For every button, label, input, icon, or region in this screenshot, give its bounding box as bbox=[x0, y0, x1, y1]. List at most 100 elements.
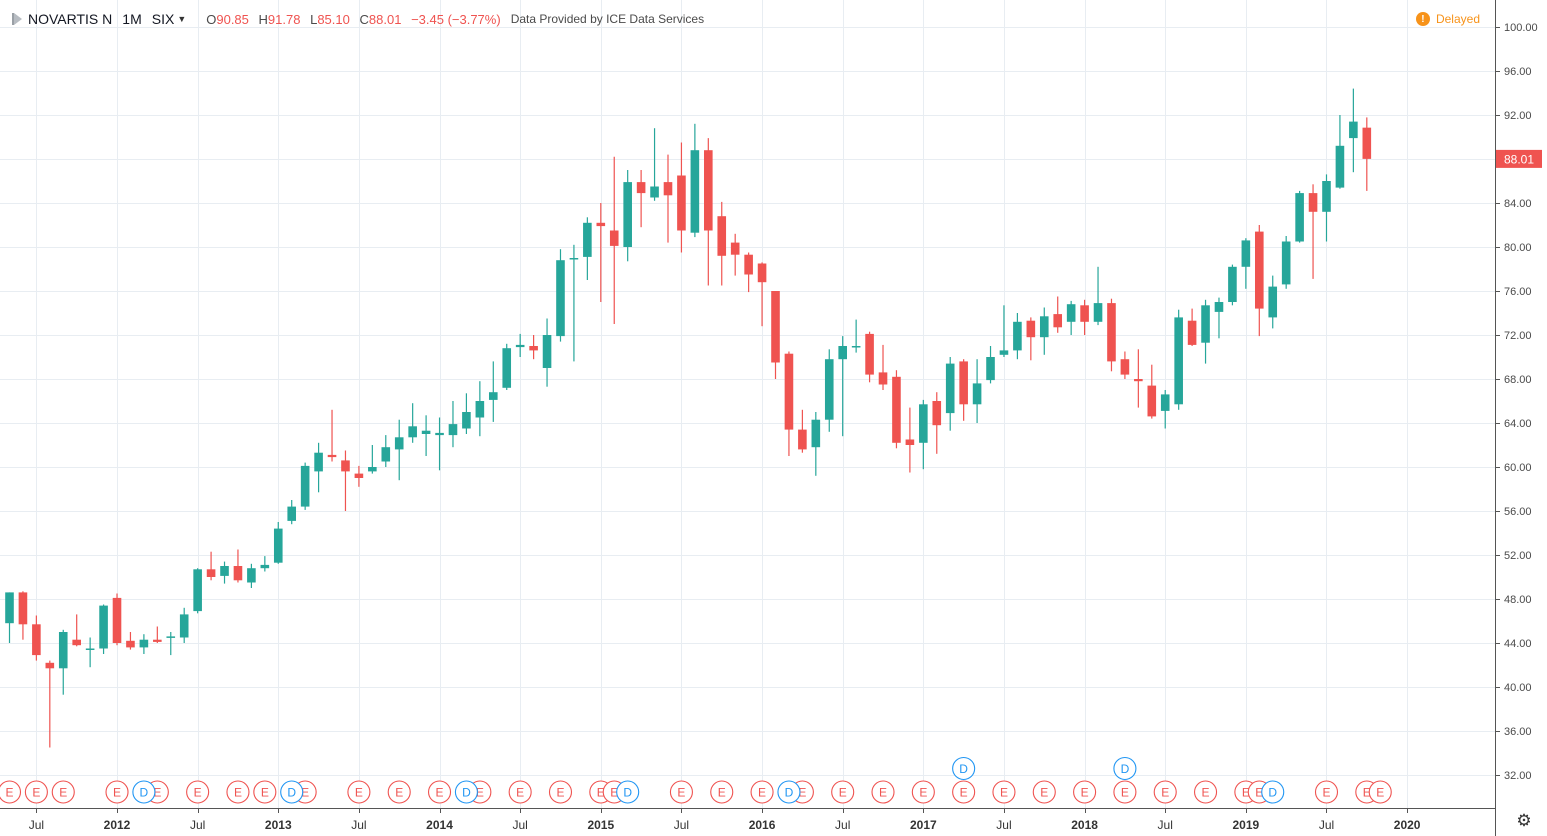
dividend-marker: D bbox=[454, 780, 478, 804]
interval-label[interactable]: 1M bbox=[122, 11, 142, 27]
earnings-marker-label: E bbox=[301, 786, 309, 800]
price-tick-label: 48.00 bbox=[1504, 594, 1532, 606]
candle bbox=[623, 170, 632, 262]
candle-body bbox=[1241, 240, 1251, 267]
earnings-marker-circle bbox=[710, 780, 734, 804]
candle bbox=[5, 592, 14, 643]
dividend-marker: D bbox=[132, 780, 156, 804]
candle-body bbox=[368, 467, 377, 472]
price-tick-label: 44.00 bbox=[1504, 638, 1532, 650]
dividend-marker-label: D bbox=[287, 786, 296, 800]
candle bbox=[636, 170, 646, 228]
gear-icon[interactable]: ⚙ bbox=[1516, 811, 1532, 830]
time-tick-label: 2015 bbox=[587, 818, 614, 832]
earnings-marker: E bbox=[186, 780, 210, 804]
candle-body bbox=[153, 639, 162, 642]
candle-body bbox=[1308, 193, 1318, 212]
earnings-marker: E bbox=[427, 780, 452, 804]
time-axis: Jul 2012 Jul 2013 Jul 2014 Jul 2015 Jul 2016 Jul 20… bbox=[0, 808, 1495, 832]
time-tick-label: 2016 bbox=[749, 818, 776, 832]
candle-body bbox=[771, 291, 780, 363]
ohlc-values: O90.85 H91.78 L85.10 C88.01 −3.45 (−3.77… bbox=[206, 12, 506, 27]
earnings-marker-label: E bbox=[677, 786, 685, 800]
candle-body bbox=[5, 592, 14, 624]
price-tick-label: 100.00 bbox=[1504, 22, 1538, 34]
dividend-marker: D bbox=[952, 756, 976, 781]
time-tick-label: 2014 bbox=[426, 818, 453, 832]
candle-body bbox=[435, 432, 444, 436]
low-value: 85.10 bbox=[317, 11, 350, 27]
candle bbox=[1107, 298, 1116, 372]
candle-body bbox=[139, 639, 149, 648]
earnings-marker-label: E bbox=[1040, 786, 1048, 800]
earnings-marker-label: E bbox=[758, 786, 766, 800]
candle-body bbox=[341, 460, 350, 472]
earnings-marker-label: E bbox=[839, 786, 847, 800]
candle-body bbox=[1322, 181, 1331, 212]
candle-body bbox=[179, 614, 189, 638]
candle-body bbox=[1160, 394, 1170, 411]
earnings-marker-label: E bbox=[194, 786, 202, 800]
candle bbox=[811, 412, 821, 476]
delayed-status[interactable]: ! Delayed bbox=[1415, 12, 1480, 26]
candle-body bbox=[1214, 302, 1224, 312]
candle bbox=[193, 568, 202, 614]
earnings-marker: E bbox=[710, 780, 734, 804]
candle-body bbox=[986, 357, 995, 381]
earnings-marker-label: E bbox=[1081, 786, 1089, 800]
chevron-down-icon[interactable]: ▼ bbox=[177, 14, 187, 24]
candle bbox=[1147, 364, 1157, 419]
candle bbox=[919, 399, 928, 470]
candle bbox=[273, 522, 283, 564]
candle-body bbox=[488, 392, 498, 400]
time-tick-label: Jul bbox=[674, 818, 689, 832]
price-tick-label: 40.00 bbox=[1504, 682, 1532, 694]
candle-body bbox=[596, 222, 606, 227]
last-price-value: 88.01 bbox=[1504, 152, 1534, 166]
earnings-marker-circle bbox=[1193, 780, 1218, 804]
symbol-selector[interactable]: NOVARTIS N 1M SIX ▼ bbox=[12, 11, 186, 27]
dividend-marker-label: D bbox=[623, 786, 632, 800]
candle-body bbox=[892, 376, 901, 443]
time-tick-label: 2017 bbox=[910, 818, 937, 832]
earnings-marker: E bbox=[1314, 780, 1339, 804]
candle-body bbox=[1107, 303, 1116, 362]
candle bbox=[1039, 307, 1049, 355]
dividend-marker-label: D bbox=[1268, 786, 1277, 800]
candle bbox=[220, 561, 229, 584]
candle bbox=[717, 201, 727, 286]
time-tick-label: Jul bbox=[996, 818, 1011, 832]
earnings-marker-label: E bbox=[261, 786, 269, 800]
candle bbox=[394, 419, 404, 481]
candle-body bbox=[529, 346, 538, 351]
earnings-marker-circle bbox=[24, 780, 48, 804]
candle-body bbox=[704, 150, 713, 231]
candle-body bbox=[784, 353, 794, 430]
dividend-marker-label: D bbox=[1121, 762, 1130, 776]
earnings-marker-label: E bbox=[1255, 786, 1263, 800]
candle-body bbox=[58, 632, 68, 669]
earnings-marker-label: E bbox=[234, 786, 242, 800]
close-value: 88.01 bbox=[368, 11, 402, 27]
earnings-marker-circle bbox=[105, 780, 129, 804]
earnings-marker-circle bbox=[1113, 780, 1137, 804]
earnings-marker-circle bbox=[871, 780, 895, 804]
price-tick-label: 72.00 bbox=[1504, 330, 1532, 342]
dividend-marker-label: D bbox=[785, 786, 794, 800]
earnings-marker-label: E bbox=[436, 786, 444, 800]
earnings-marker-circle bbox=[387, 780, 411, 804]
candle-body bbox=[932, 401, 942, 426]
earnings-marker-label: E bbox=[1242, 786, 1250, 800]
candle-body bbox=[502, 348, 512, 388]
candle bbox=[1214, 297, 1224, 339]
price-tick-label: 64.00 bbox=[1504, 418, 1532, 430]
earnings-marker-label: E bbox=[610, 786, 618, 800]
earnings-marker: E bbox=[669, 780, 693, 804]
candle bbox=[798, 409, 807, 453]
candle-body bbox=[1053, 314, 1063, 328]
candle bbox=[1201, 299, 1210, 364]
earnings-marker-label: E bbox=[1322, 786, 1330, 800]
symbol-name: NOVARTIS N bbox=[28, 11, 113, 27]
candle-body bbox=[99, 605, 108, 649]
